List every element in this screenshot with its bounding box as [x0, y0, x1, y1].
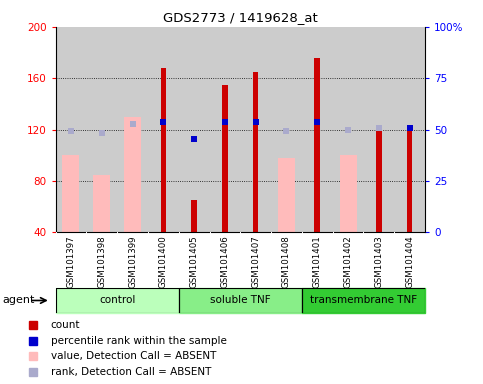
Bar	[191, 200, 197, 232]
Bar	[124, 117, 141, 232]
Bar	[222, 84, 227, 232]
Bar	[160, 68, 166, 232]
Text: percentile rank within the sample: percentile rank within the sample	[51, 336, 227, 346]
Text: agent: agent	[2, 295, 35, 306]
Bar	[302, 27, 333, 232]
Bar	[407, 130, 412, 232]
Bar	[56, 27, 86, 232]
Bar	[302, 288, 425, 313]
Text: transmembrane TNF: transmembrane TNF	[310, 295, 417, 306]
Bar	[394, 27, 425, 232]
Bar	[56, 288, 179, 313]
Text: GSM101403: GSM101403	[374, 235, 384, 288]
Bar	[253, 72, 258, 232]
Text: GSM101405: GSM101405	[190, 235, 199, 288]
Bar	[179, 288, 302, 313]
Text: GSM101397: GSM101397	[67, 235, 75, 288]
Text: GSM101399: GSM101399	[128, 235, 137, 288]
Bar	[179, 27, 210, 232]
Bar	[278, 158, 295, 232]
Bar	[117, 27, 148, 232]
Text: GSM101401: GSM101401	[313, 235, 322, 288]
Text: GSM101400: GSM101400	[159, 235, 168, 288]
Bar	[148, 27, 179, 232]
Bar	[271, 27, 302, 232]
Bar	[210, 27, 240, 232]
Text: GSM101407: GSM101407	[251, 235, 260, 288]
Text: GSM101398: GSM101398	[97, 235, 106, 288]
Bar	[340, 155, 356, 232]
Bar	[364, 27, 394, 232]
Bar	[314, 58, 320, 232]
Text: value, Detection Call = ABSENT: value, Detection Call = ABSENT	[51, 351, 216, 361]
Bar	[62, 155, 79, 232]
Text: control: control	[99, 295, 135, 306]
Text: rank, Detection Call = ABSENT: rank, Detection Call = ABSENT	[51, 367, 211, 377]
Text: GSM101402: GSM101402	[343, 235, 353, 288]
Text: GSM101406: GSM101406	[220, 235, 229, 288]
Title: GDS2773 / 1419628_at: GDS2773 / 1419628_at	[163, 11, 318, 24]
Bar	[333, 27, 364, 232]
Text: GSM101408: GSM101408	[282, 235, 291, 288]
Bar	[86, 27, 117, 232]
Bar	[93, 175, 110, 232]
Text: count: count	[51, 320, 80, 330]
Bar	[376, 128, 382, 232]
Bar	[240, 27, 271, 232]
Text: GSM101404: GSM101404	[405, 235, 414, 288]
Text: soluble TNF: soluble TNF	[210, 295, 270, 306]
